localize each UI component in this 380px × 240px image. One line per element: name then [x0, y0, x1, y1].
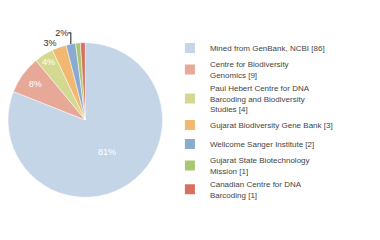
svg-text:Centre for BiodiversityGenomic: Centre for BiodiversityGenomics [9]: [210, 60, 289, 79]
svg-text:Canadian Centre for DNABarcodi: Canadian Centre for DNABarcoding [1]: [210, 180, 302, 199]
svg-text:4%: 4%: [42, 57, 55, 67]
svg-text:Gujarat Biodiversity Gene Bank: Gujarat Biodiversity Gene Bank [3]: [210, 121, 333, 130]
svg-text:Mined from GenBank, NCBI [86]: Mined from GenBank, NCBI [86]: [210, 44, 325, 53]
svg-text:2%: 2%: [55, 28, 68, 38]
svg-text:Wellcome Sanger Institute [2]: Wellcome Sanger Institute [2]: [210, 140, 314, 149]
svg-text:8%: 8%: [29, 79, 42, 89]
svg-text:3%: 3%: [44, 38, 57, 48]
svg-text:Gujarat State BiotechnologyMis: Gujarat State BiotechnologyMission [1]: [210, 156, 310, 175]
svg-text:Paul Hebert Centre for DNABarc: Paul Hebert Centre for DNABarcoding and …: [210, 84, 310, 114]
svg-text:81%: 81%: [98, 147, 116, 157]
